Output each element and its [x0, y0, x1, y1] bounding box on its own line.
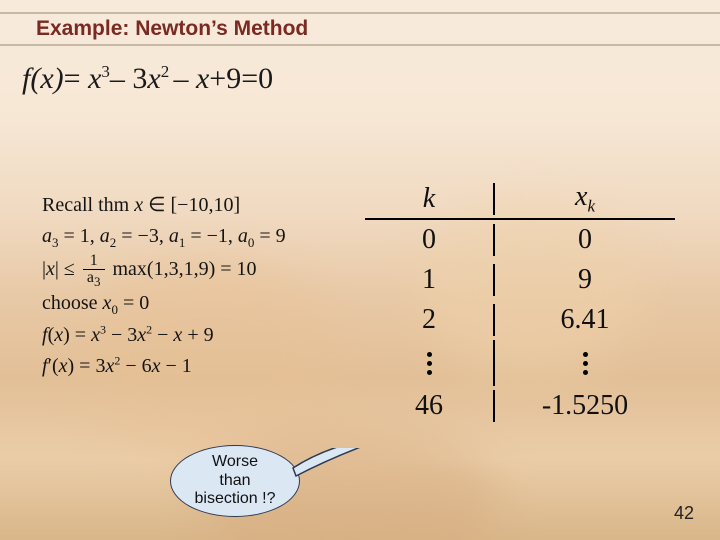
cell-xk: -1.5250 — [495, 390, 675, 422]
choose-line: choose x0 = 0 — [42, 288, 286, 320]
equation-lhs: f(x) — [22, 62, 64, 95]
col-header-k: k — [365, 183, 495, 215]
recall-line: Recall thm x ∈ [−10,10] — [42, 190, 286, 221]
slide-title: Example: Newton’s Method — [36, 17, 308, 41]
cell-xk: 9 — [495, 264, 675, 296]
table-row-final: 46 -1.5250 — [365, 386, 675, 426]
table-row: 0 0 — [365, 220, 675, 260]
table-row: 2 6.41 — [365, 300, 675, 340]
derivation-block: Recall thm x ∈ [−10,10] a3 = 1, a2 = −3,… — [42, 190, 286, 382]
cell-k: 1 — [365, 264, 495, 296]
cell-xk: 0 — [495, 224, 675, 256]
cell-k: 0 — [365, 224, 495, 256]
col-header-xk: xk — [495, 181, 675, 217]
coeffs-line: a3 = 1, a2 = −3, a1 = −1, a0 = 9 — [42, 221, 286, 253]
callout-line: bisection !? — [195, 490, 276, 507]
cell-k: 2 — [365, 304, 495, 336]
callout-bubble: Worse than bisection !? — [170, 445, 300, 517]
table-header: k xk — [365, 180, 675, 220]
callout-text: Worse than bisection !? — [195, 453, 276, 508]
page-number: 42 — [674, 503, 694, 524]
vdots-right — [495, 340, 675, 386]
recall-prefix: Recall thm — [42, 194, 134, 216]
main-equation: f(x)= x3– 3x2 – x+9=0 — [22, 62, 273, 96]
table-vdots — [365, 340, 675, 386]
fprime-line: f′(x) = 3x2 − 6x − 1 — [42, 351, 286, 382]
title-bar: Example: Newton’s Method — [0, 12, 720, 46]
iteration-table: k xk 0 0 1 9 2 6.41 46 -1.5250 — [365, 180, 675, 426]
header-x-base: x — [575, 181, 587, 212]
fx-line: f(x) = x3 − 3x2 − x + 9 — [42, 320, 286, 351]
cell-k: 46 — [365, 390, 495, 422]
cell-xk: 6.41 — [495, 304, 675, 336]
bound-line: |x| ≤ 1 a3 max(1,3,1,9) = 10 — [42, 253, 286, 288]
header-x-sub: k — [587, 197, 595, 216]
callout-line: Worse — [212, 453, 258, 470]
table-row: 1 9 — [365, 260, 675, 300]
callout-line: than — [219, 472, 250, 489]
vdots-left — [365, 340, 495, 386]
